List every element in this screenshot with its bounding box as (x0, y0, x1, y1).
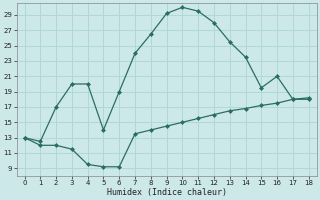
X-axis label: Humidex (Indice chaleur): Humidex (Indice chaleur) (107, 188, 227, 197)
